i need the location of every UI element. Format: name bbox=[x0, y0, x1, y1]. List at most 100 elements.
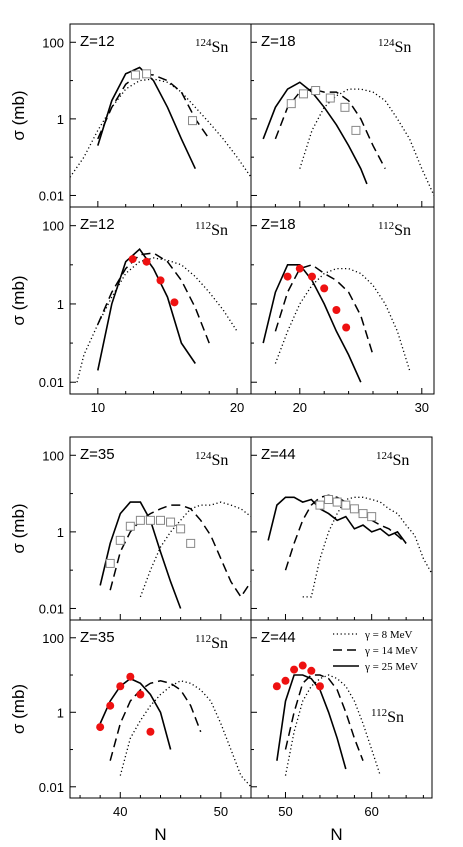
data-point-square bbox=[145, 515, 155, 525]
curve-solid bbox=[276, 674, 347, 770]
data-point-circle bbox=[295, 264, 304, 273]
y-axis-label: σ (mb) bbox=[9, 90, 28, 140]
x-tick-label: 20 bbox=[293, 400, 307, 415]
x-tick-label: 50 bbox=[214, 804, 228, 819]
panel-frame bbox=[250, 206, 435, 395]
y-tick-label: 1 bbox=[57, 297, 64, 312]
data-point-circle bbox=[307, 666, 316, 675]
curve-dashed bbox=[97, 73, 210, 140]
curve-dotted bbox=[299, 88, 434, 196]
y-tick-label: 1 bbox=[57, 112, 64, 127]
data-point-circle bbox=[156, 276, 165, 285]
target-label: 112Sn bbox=[378, 220, 411, 239]
target-label: 124Sn bbox=[376, 450, 409, 469]
data-point-square bbox=[130, 70, 140, 80]
y-tick-label: 1 bbox=[57, 705, 64, 720]
y-tick-label: 100 bbox=[42, 219, 64, 234]
target-label: 112Sn bbox=[371, 707, 404, 726]
data-point-circle bbox=[290, 665, 299, 674]
z-label: Z=18 bbox=[261, 33, 296, 50]
data-point-circle bbox=[272, 682, 281, 691]
curve-solid bbox=[262, 81, 368, 185]
data-point-circle bbox=[136, 690, 145, 699]
data-point-square bbox=[325, 93, 335, 103]
data-point-square bbox=[176, 524, 186, 534]
data-point-circle bbox=[142, 257, 151, 266]
x-tick-label: 30 bbox=[415, 400, 429, 415]
y-tick-label: 100 bbox=[42, 448, 64, 463]
z-label: Z=12 bbox=[80, 33, 115, 50]
data-point-circle bbox=[126, 672, 135, 681]
data-point-circle bbox=[308, 272, 316, 281]
z-label: Z=44 bbox=[261, 446, 296, 463]
curve-solid bbox=[97, 66, 197, 170]
z-label: Z=12 bbox=[80, 216, 115, 233]
z-label: Z=18 bbox=[261, 216, 296, 233]
data-point-circle bbox=[96, 723, 105, 732]
y-tick-label: 1 bbox=[57, 525, 64, 540]
legend-label: γ = 25 MeV bbox=[364, 661, 418, 673]
curve-dotted bbox=[274, 267, 411, 371]
data-point-circle bbox=[106, 701, 115, 710]
x-axis-label: N bbox=[154, 825, 166, 844]
curve-dashed bbox=[284, 674, 364, 761]
data-point-square bbox=[156, 515, 165, 525]
curve-dotted bbox=[70, 78, 251, 178]
y-axis-label: σ (mb) bbox=[9, 684, 28, 734]
curve-dashed bbox=[284, 494, 407, 571]
data-point-circle bbox=[146, 727, 155, 736]
data-point-square bbox=[311, 86, 321, 96]
curve-dotted bbox=[139, 501, 251, 598]
data-point-circle bbox=[116, 682, 125, 691]
data-point-square bbox=[367, 512, 377, 522]
y-tick-label: 100 bbox=[42, 35, 64, 50]
data-point-square bbox=[324, 495, 334, 505]
data-point-square bbox=[186, 538, 196, 548]
z-label: Z=44 bbox=[261, 629, 296, 646]
y-axis-label: σ (mb) bbox=[9, 503, 28, 553]
data-point-square bbox=[349, 504, 359, 514]
y-tick-label: 0.01 bbox=[39, 780, 64, 795]
curve-dashed bbox=[109, 504, 251, 599]
data-point-circle bbox=[315, 682, 324, 691]
legend-label: γ = 14 MeV bbox=[364, 645, 418, 657]
x-tick-label: 50 bbox=[278, 804, 292, 819]
legend-label: γ = 8 MeV bbox=[364, 629, 412, 641]
target-label: 124Sn bbox=[378, 37, 411, 56]
curve-dashed bbox=[97, 252, 210, 344]
data-point-circle bbox=[320, 284, 329, 293]
x-tick-label: 20 bbox=[230, 400, 244, 415]
data-point-square bbox=[188, 116, 198, 126]
curve-solid bbox=[99, 677, 172, 750]
y-tick-label: 0.01 bbox=[39, 188, 64, 203]
curve-dashed bbox=[274, 263, 374, 356]
data-point-circle bbox=[281, 676, 290, 685]
target-label: 112Sn bbox=[195, 220, 228, 239]
data-point-square bbox=[115, 535, 125, 545]
z-label: Z=35 bbox=[80, 629, 115, 646]
data-point-square bbox=[340, 102, 350, 112]
curve-solid bbox=[267, 496, 407, 544]
data-point-circle bbox=[170, 298, 179, 307]
target-label: 124Sn bbox=[195, 37, 228, 56]
y-tick-label: 0.01 bbox=[39, 601, 64, 616]
x-axis-label: N bbox=[330, 825, 342, 844]
data-point-circle bbox=[298, 661, 307, 670]
data-point-square bbox=[298, 89, 308, 99]
panel-frame bbox=[250, 619, 433, 799]
data-point-square bbox=[315, 500, 325, 510]
data-point-square bbox=[166, 517, 176, 527]
data-point-square bbox=[341, 500, 351, 510]
data-point-square bbox=[105, 558, 115, 568]
curve-dotted bbox=[302, 496, 432, 598]
curve-solid bbox=[97, 248, 196, 371]
curve-solid bbox=[99, 501, 182, 609]
data-point-square bbox=[135, 515, 145, 525]
data-point-square bbox=[286, 99, 296, 109]
data-point-square bbox=[358, 509, 368, 519]
data-point-square bbox=[142, 69, 152, 79]
data-point-square bbox=[125, 521, 135, 531]
x-tick-label: 60 bbox=[364, 804, 378, 819]
curve-dashed bbox=[109, 680, 202, 761]
